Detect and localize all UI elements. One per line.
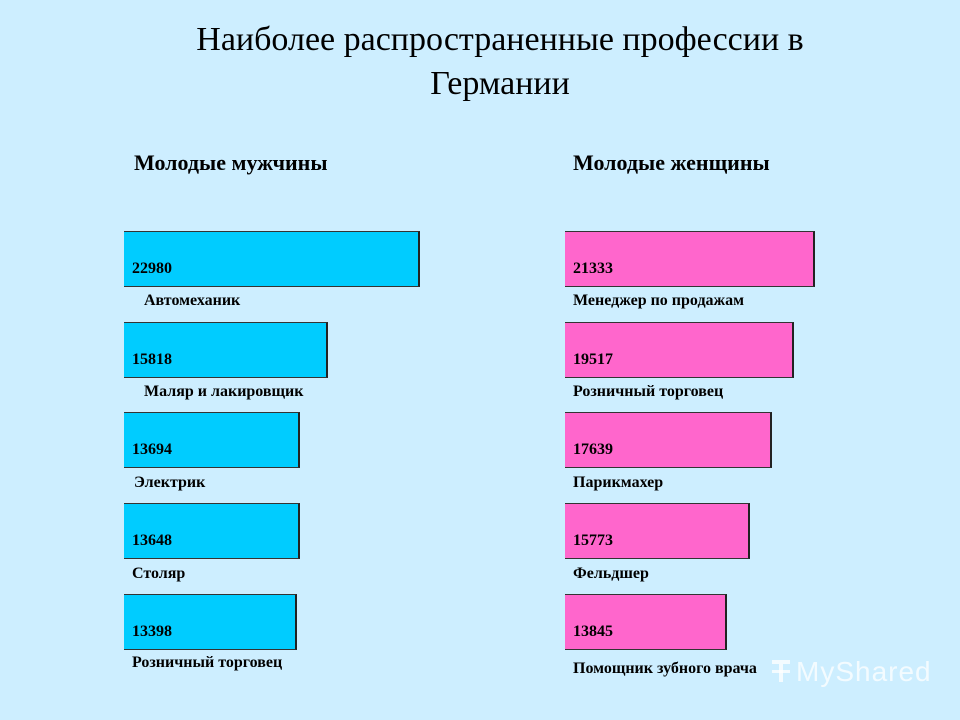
men-bar-value: 13694	[132, 441, 172, 458]
women-bar-value: 21333	[573, 260, 613, 277]
women-bar-value: 17639	[573, 441, 613, 458]
men-bar	[124, 594, 297, 650]
men-category-label: Автомеханик	[144, 292, 241, 309]
men-category-label: Розничный торговец	[132, 654, 283, 671]
women-category-label: Парикмахер	[573, 474, 664, 491]
women-bar	[565, 594, 727, 650]
women-chart-title: Молодые женщины	[573, 150, 770, 175]
men-category-label: Электрик	[134, 474, 206, 491]
watermark: MyShared	[770, 656, 932, 688]
men-category-label: Маляр и лакировщик	[144, 383, 304, 400]
women-category-label: Помощник зубного врача	[573, 660, 757, 677]
watermark-text: MyShared	[796, 656, 932, 687]
women-bar	[565, 503, 750, 559]
men-bar	[124, 231, 420, 287]
watermark-logo-icon	[770, 658, 792, 684]
men-bar-value: 13398	[132, 623, 172, 640]
women-bar-value: 13845	[573, 623, 613, 640]
men-category-label: Столяр	[132, 565, 186, 582]
men-bar-value: 15818	[132, 351, 172, 368]
women-bar	[565, 231, 815, 287]
women-bar-value: 15773	[573, 532, 613, 549]
women-bar	[565, 322, 794, 378]
men-bar	[124, 412, 300, 468]
women-bar	[565, 412, 772, 468]
men-bar	[124, 503, 300, 559]
women-category-label: Менеджер по продажам	[573, 292, 745, 309]
women-bar-value: 19517	[573, 351, 613, 368]
page-title: Наиболее распространенные профессии в Ге…	[196, 21, 804, 102]
men-bar-value: 13648	[132, 532, 172, 549]
women-category-label: Розничный торговец	[573, 383, 724, 400]
men-chart-title: Молодые мужчины	[134, 150, 328, 175]
women-category-label: Фельдшер	[573, 565, 649, 582]
men-bar	[124, 322, 328, 378]
men-bar-value: 22980	[132, 260, 172, 277]
